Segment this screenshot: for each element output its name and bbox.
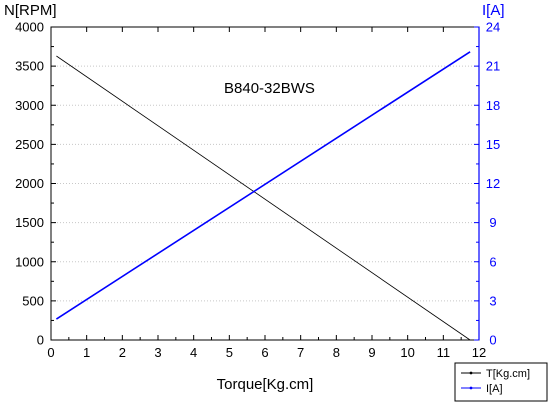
legend-marker [469,386,473,390]
x-tick-label: 2 [119,345,126,360]
y-right-tick-label: 24 [486,20,500,35]
y-right-tick-label: 12 [486,176,500,191]
x-axis-label: Torque[Kg.cm] [217,376,314,393]
x-tick-label: 4 [190,345,197,360]
x-axis-ticks: 0 1 2 3 4 5 6 7 8 9 10 11 12 [47,27,486,360]
y-right-axis-label: I[A] [482,2,505,19]
y-right-tick-label: 6 [489,254,496,269]
y-left-tick-label: 2500 [15,137,44,152]
x-tick-label: 0 [47,345,54,360]
y-right-tick-label: 9 [489,215,496,230]
y-right-tick-label: 3 [489,293,496,308]
x-tick-label: 11 [437,345,451,360]
legend-marker [469,371,473,375]
y-left-tick-label: 3500 [15,59,44,74]
legend-box [454,362,548,402]
y-left-tick-label: 1500 [15,215,44,230]
x-tick-label: 3 [154,345,161,360]
y-left-tick-label: 4000 [15,20,44,35]
series-line-1 [56,55,471,341]
y-right-tick-label: 0 [489,333,496,348]
legend-item: I[A] [461,383,503,395]
y-right-tick-label: 15 [486,137,500,152]
x-tick-label: 6 [261,345,268,360]
y-left-tick-label: 0 [37,333,44,348]
y-right-tick-label: 18 [486,98,500,113]
x-tick-label: 8 [333,345,340,360]
y-left-tick-label: 2000 [15,176,44,191]
x-tick-label: 1 [83,345,90,360]
legend-label: I[A] [486,383,503,395]
chart-annotation: B840-32BWS [224,80,315,97]
legend: T[Kg.cm] I[A] [454,362,548,402]
legend-item: T[Kg.cm] [461,368,530,380]
y-right-tick-label: 21 [486,59,500,74]
x-tick-label: 7 [297,345,304,360]
y-left-tick-label: 1000 [15,254,44,269]
x-tick-label: 5 [226,345,233,360]
y-left-tick-label: 500 [22,293,44,308]
y-left-axis-label: N[RPM] [4,2,57,19]
legend-label: T[Kg.cm] [486,368,530,380]
y-left-tick-label: 3000 [15,98,44,113]
series-line-2 [55,51,471,320]
y-right-axis-ticks: 0 3 6 9 12 15 18 21 24 [474,20,500,348]
x-tick-label: 9 [368,345,375,360]
series-layer [55,51,471,341]
y-left-axis-ticks: 0 500 1000 1500 2000 2500 3000 3500 4000 [15,20,56,348]
x-tick-label: 10 [400,345,414,360]
x-tick-label: 12 [472,345,486,360]
